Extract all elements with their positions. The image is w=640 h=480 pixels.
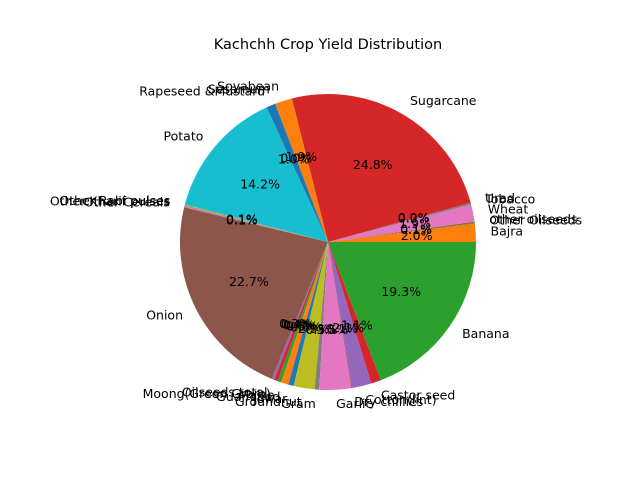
slice-label-potato: Potato: [164, 129, 204, 144]
slice-label-jowar: Jowar: [252, 391, 288, 406]
pie-slices: [179, 94, 476, 390]
slice-label-onion: Onion: [146, 308, 183, 323]
slice-banana: [328, 242, 476, 381]
slice-label-cotton-lint: Cotton(lint): [365, 392, 436, 407]
slice-other-rabi-pulses: [184, 204, 328, 242]
slice-moong-green-gram: [274, 242, 328, 382]
slice-percent-cotton-lint: 2.1%: [332, 320, 364, 335]
slice-percent-other-oilseeds: 0.1%: [400, 222, 432, 237]
slice-percent-groundnut: 2.3%: [298, 321, 330, 336]
slice-label-dry-chillies: Dry chillies: [354, 394, 423, 409]
slice-potato: [184, 107, 328, 243]
slice-label-other-rabi-pulses: Other Rabi pulses: [59, 193, 170, 208]
slice-dry-chillies: [328, 242, 353, 389]
slice-gram: [314, 242, 328, 390]
slice-percent-maize: 0.4%: [283, 317, 315, 332]
slice-other-kharif-pulses: [184, 205, 328, 242]
slice-label-oilseeds-total: Oilseeds total: [182, 385, 268, 400]
slice-label-banana: Banana: [462, 326, 509, 341]
slice-percent-garlic: 3.5%: [317, 322, 349, 337]
slice-percent-banana: 19.3%: [381, 284, 421, 299]
slice-onion: [179, 207, 328, 379]
slice-rapeseed-mustard: [266, 103, 328, 242]
slice-percent-tobacco: 0.2%: [398, 211, 430, 226]
slice-label-gram: Gram: [281, 396, 316, 411]
slice-percent-castor-seed: 1.1%: [341, 318, 373, 333]
slice-other-cereals: [184, 206, 328, 242]
slice-percent-urad: 0.0%: [398, 210, 430, 225]
slice-sugarcane: [291, 94, 471, 243]
slice-label-other-kharif-pulses: Other Kharif pulses: [50, 194, 170, 209]
slice-label-sugarcane: Sugarcane: [410, 93, 477, 108]
slice-percent-gram: 0.5%: [306, 322, 338, 337]
slice-cotton-lint: [328, 242, 372, 388]
slice-other-oilseeds: [328, 222, 475, 242]
slice-percent-sugarcane: 24.8%: [353, 157, 393, 172]
slice-percent-dry-chillies: 0.1%: [327, 321, 359, 336]
slice-castor-seed: [328, 242, 381, 384]
slice-bajra: [328, 223, 476, 242]
slice-label-other-cereals: Other Cereals: [84, 195, 170, 210]
slice-label-other-oilseeds: other oilseeds: [489, 212, 577, 227]
slice-label-sesamum: Sesamum: [208, 81, 270, 96]
slice-label-garlic: Garlic: [336, 396, 372, 411]
slice-soyabean: [275, 98, 328, 242]
slice-groundnut: [293, 242, 328, 390]
slice-label-castor-seed: Castor seed: [381, 388, 455, 403]
slice-other-oilseeds: [328, 221, 475, 242]
slice-percent-other-oilseeds: 0.1%: [400, 222, 432, 237]
slice-label-soyabean: Soyabean: [217, 78, 279, 93]
slice-tobacco: [328, 202, 472, 242]
slice-percent-potato: 14.2%: [240, 176, 280, 191]
slice-guar-seed: [281, 242, 328, 385]
slice-percent-moong-green-gram: 0.4%: [281, 317, 313, 332]
slice-percent-soyabean: 1.9%: [285, 149, 317, 164]
slice-label-maize: Maize: [238, 387, 274, 402]
slice-percent-wheat: 1.9%: [399, 216, 431, 231]
slice-label-wheat: Wheat: [488, 202, 529, 217]
slice-label-groundnut: Groundnut: [235, 394, 302, 409]
slice-percent-other-cereals: 0.1%: [226, 212, 258, 227]
slice-label-rapeseed-mustard: Rapeseed &Mustard: [139, 83, 265, 98]
slice-percent-bajra: 2.0%: [401, 228, 433, 243]
slice-percent-other-kharif-pulses: 0.1%: [226, 212, 258, 227]
slice-label-other-oilseeds: Other Oilseeds: [490, 213, 583, 228]
slice-maize: [277, 242, 328, 383]
slice-label-moong-green-gram: Moong(Green Gram): [143, 386, 271, 401]
slice-percent-other-rabi-pulses: 0.1%: [226, 211, 258, 226]
slice-percent-onion: 22.7%: [229, 274, 269, 289]
slice-percent-oilseeds-total: 0.3%: [279, 316, 311, 331]
slice-label-urad: Urad: [485, 190, 515, 205]
slice-percent-guar-seed: 0.8%: [286, 318, 318, 333]
slice-percent-sesamum: 0.0%: [280, 151, 312, 166]
slice-label-bajra: Bajra: [491, 223, 524, 238]
slice-wheat: [328, 204, 475, 242]
pie-labels: Bajra 2.0% Other Oilseeds 0.1% other oilseed…: [50, 78, 582, 411]
slice-label-tobacco: Tobacco: [484, 191, 535, 206]
chart-title: Kachchh Crop Yield Distribution: [214, 37, 442, 53]
slice-oilseeds-total: [271, 242, 328, 380]
slice-jowar: [288, 242, 328, 386]
slice-percent-jowar: 0.6%: [290, 320, 322, 335]
slice-percent-rapeseed-mustard: 1.0%: [278, 152, 310, 167]
slice-label-guar-seed: Guar seed: [216, 389, 280, 404]
slice-garlic: [319, 242, 352, 390]
